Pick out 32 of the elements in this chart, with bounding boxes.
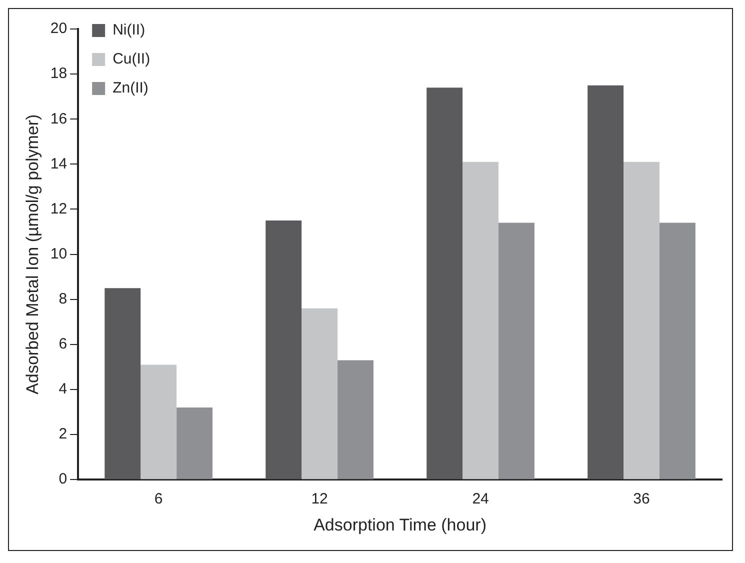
x-tick-label: 24	[472, 490, 489, 508]
y-tick-label: 20	[50, 20, 68, 38]
bar	[498, 222, 534, 480]
bar	[462, 162, 499, 480]
bar	[624, 162, 660, 480]
bar	[338, 360, 374, 480]
legend-label: Zn(II)	[112, 80, 148, 97]
bar	[659, 222, 696, 480]
bar	[302, 308, 338, 480]
y-tick-label: 16	[50, 110, 68, 128]
bar	[426, 88, 463, 480]
y-tick-label: 4	[58, 380, 68, 398]
y-tick-label: 18	[50, 65, 68, 82]
legend-label: Ni(II)	[112, 22, 146, 39]
x-tick-label: 12	[311, 490, 328, 508]
x-axis-title: Adsorption Time (hour)	[314, 515, 486, 534]
y-tick-label: 10	[50, 245, 68, 262]
y-tick-label: 14	[50, 155, 68, 172]
y-tick-label: 8	[58, 290, 68, 308]
y-tick-label: 12	[50, 200, 68, 218]
y-tick-label: 2	[58, 426, 68, 443]
y-tick-label: 6	[58, 336, 68, 353]
bar	[140, 364, 177, 480]
bar	[176, 408, 212, 480]
x-tick-label: 6	[154, 490, 163, 508]
x-tick-label: 36	[633, 490, 650, 508]
y-axis-title: Adsorbed Metal Ion (µmol/g polymer)	[22, 114, 42, 394]
bar	[266, 220, 302, 480]
bar	[104, 288, 141, 480]
bar	[588, 85, 624, 480]
y-tick-label: 0	[58, 470, 68, 488]
legend-label: Cu(II)	[112, 50, 150, 68]
